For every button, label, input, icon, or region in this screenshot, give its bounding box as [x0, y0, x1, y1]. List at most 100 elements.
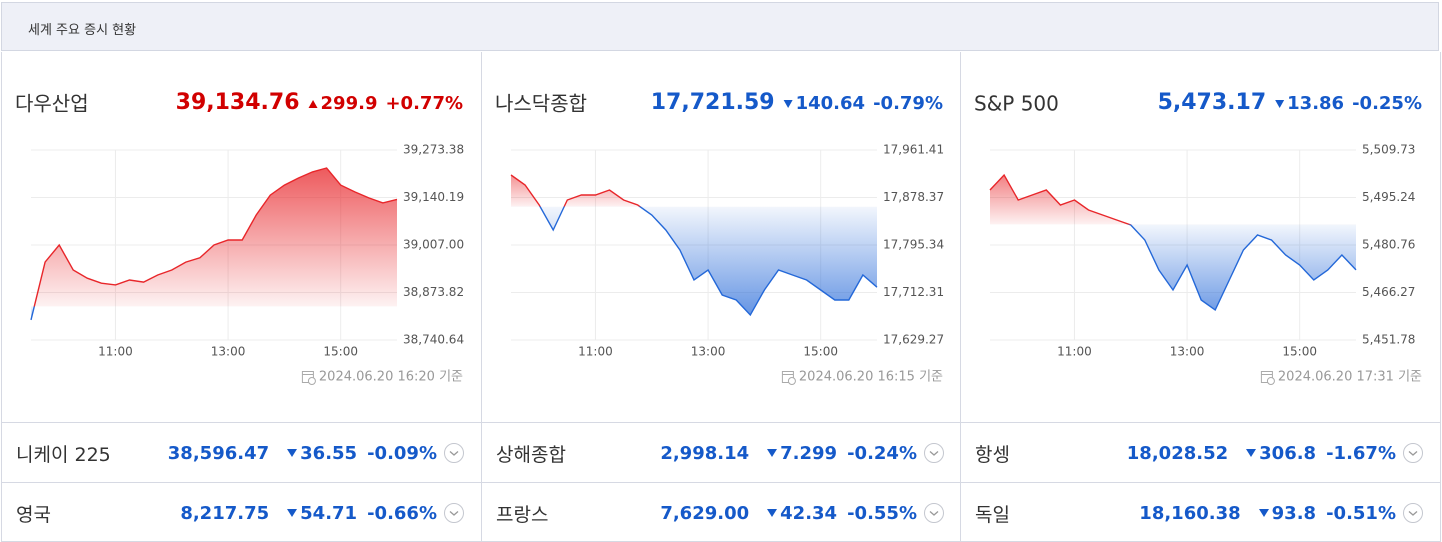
price: 18,160.38	[1139, 502, 1241, 524]
direction-arrow	[308, 100, 318, 108]
index-row: 프랑스 7,629.00 42.34 -0.55%	[481, 483, 960, 542]
expand-button[interactable]	[923, 502, 945, 524]
change: 42.34	[780, 502, 838, 524]
y-tick-label: 39,007.00	[403, 238, 464, 252]
index-name: 항셍	[975, 443, 1010, 466]
border	[1440, 52, 1441, 542]
direction-arrow	[767, 509, 778, 517]
x-tick-label: 15:00	[323, 345, 358, 359]
timestamp: 2024.06.20 16:15 기준	[799, 370, 943, 385]
change: 54.71	[300, 502, 358, 524]
icon-part	[787, 377, 796, 385]
index-row: 독일 18,160.38 93.8 -0.51%	[960, 483, 1439, 542]
y-tick-label: 5,495.24	[1362, 190, 1415, 204]
divider	[1, 422, 1441, 423]
timestamp: 2024.06.20 17:31 기준	[1278, 370, 1422, 385]
icon-part	[1260, 371, 1273, 383]
change-pct: -0.24%	[847, 442, 917, 464]
index-row: 영국 8,217.75 54.71 -0.66%	[1, 483, 480, 542]
index-name: 영국	[16, 503, 51, 526]
change-pct: -0.66%	[367, 502, 437, 524]
area	[31, 168, 397, 320]
icon-part	[301, 371, 314, 383]
calendar-icon	[301, 371, 316, 385]
timestamp: 2024.06.20 16:20 기준	[319, 370, 463, 385]
icon-part	[449, 451, 459, 456]
icon-part	[444, 443, 464, 463]
expand-button[interactable]	[923, 442, 945, 464]
direction-arrow	[1275, 100, 1285, 108]
line	[510, 174, 878, 317]
calendar-icon	[781, 371, 796, 385]
icon-part	[449, 511, 459, 516]
icon-part	[1408, 451, 1418, 456]
index-name: 나스닥종합	[495, 92, 587, 116]
index-name: 다우산업	[15, 92, 89, 116]
expand-button[interactable]	[1402, 442, 1424, 464]
change: 93.8	[1271, 502, 1317, 524]
expand-button[interactable]	[443, 502, 465, 524]
price: 39,134.76	[176, 90, 300, 115]
price: 7,629.00	[660, 502, 750, 524]
y-tick-label: 17,961.41	[883, 143, 944, 157]
y-tick-label: 5,480.76	[1362, 237, 1415, 251]
area	[511, 175, 877, 315]
x-tick-label: 11:00	[1057, 345, 1092, 359]
divider	[960, 52, 961, 542]
icon-part	[1403, 503, 1423, 523]
direction-arrow	[1246, 449, 1257, 457]
price: 2,998.14	[660, 442, 750, 464]
header-title: 세계 주요 증시 현황	[28, 23, 137, 38]
y-tick-label: 39,273.38	[403, 143, 464, 157]
icon-part	[307, 377, 316, 385]
direction-arrow	[1258, 509, 1269, 517]
divider	[1, 482, 1441, 483]
price: 8,217.75	[180, 502, 270, 524]
x-tick-label: 15:00	[1282, 345, 1317, 359]
index-name: S&P 500	[974, 92, 1059, 116]
calendar-icon	[1260, 371, 1275, 385]
chart-panel: S&P 500 -0.25% 13.86 5,473.17 11:00 13:00 15:0…	[974, 90, 1422, 385]
change-pct: -0.25%	[1352, 93, 1422, 114]
icon-part	[444, 503, 464, 523]
direction-arrow	[767, 449, 778, 457]
index-row: 항셍 18,028.52 306.8 -1.67%	[960, 423, 1439, 483]
index-name: 독일	[975, 503, 1010, 526]
icon-part	[924, 503, 944, 523]
y-tick-label: 5,451.78	[1362, 333, 1415, 347]
change-pct: -0.09%	[367, 442, 437, 464]
expand-button[interactable]	[443, 442, 465, 464]
index-name: 니케이 225	[16, 443, 111, 466]
change: 299.9	[321, 93, 378, 114]
icon-part	[929, 451, 939, 456]
change-pct: -0.79%	[873, 93, 943, 114]
change-pct: -0.51%	[1326, 502, 1396, 524]
icon-part	[929, 511, 939, 516]
change: 7.299	[780, 442, 838, 464]
icon-part	[1408, 511, 1418, 516]
y-tick-label: 38,873.82	[403, 285, 464, 299]
x-tick-label: 11:00	[98, 345, 133, 359]
change: 140.64	[796, 93, 865, 114]
index-row: 상해종합 2,998.14 7.299 -0.24%	[481, 423, 960, 483]
change: 36.55	[300, 442, 358, 464]
direction-arrow	[287, 449, 298, 457]
index-row: 니케이 225 38,596.47 36.55 -0.09%	[1, 423, 480, 483]
x-tick-label: 15:00	[803, 345, 838, 359]
icon-part	[1266, 377, 1275, 385]
y-tick-label: 17,629.27	[883, 333, 944, 347]
area	[990, 175, 1356, 310]
icon-part	[1403, 443, 1423, 463]
chart-panel: 나스닥종합 -0.79% 140.64 17,721.59 11:00 13:00 15:0…	[495, 90, 944, 385]
expand-button[interactable]	[1402, 502, 1424, 524]
icon-part	[781, 371, 794, 383]
y-tick-label: 17,712.31	[883, 285, 944, 299]
change-pct: +0.77%	[385, 93, 463, 114]
change-pct: -1.67%	[1326, 442, 1396, 464]
x-tick-label: 13:00	[211, 345, 246, 359]
direction-arrow	[783, 100, 793, 108]
line	[989, 173, 1357, 312]
direction-arrow	[287, 509, 298, 517]
chart-panel: 다우산업 +0.77% 299.9 39,134.76 11:00 13:00 15:00 3…	[15, 90, 464, 385]
